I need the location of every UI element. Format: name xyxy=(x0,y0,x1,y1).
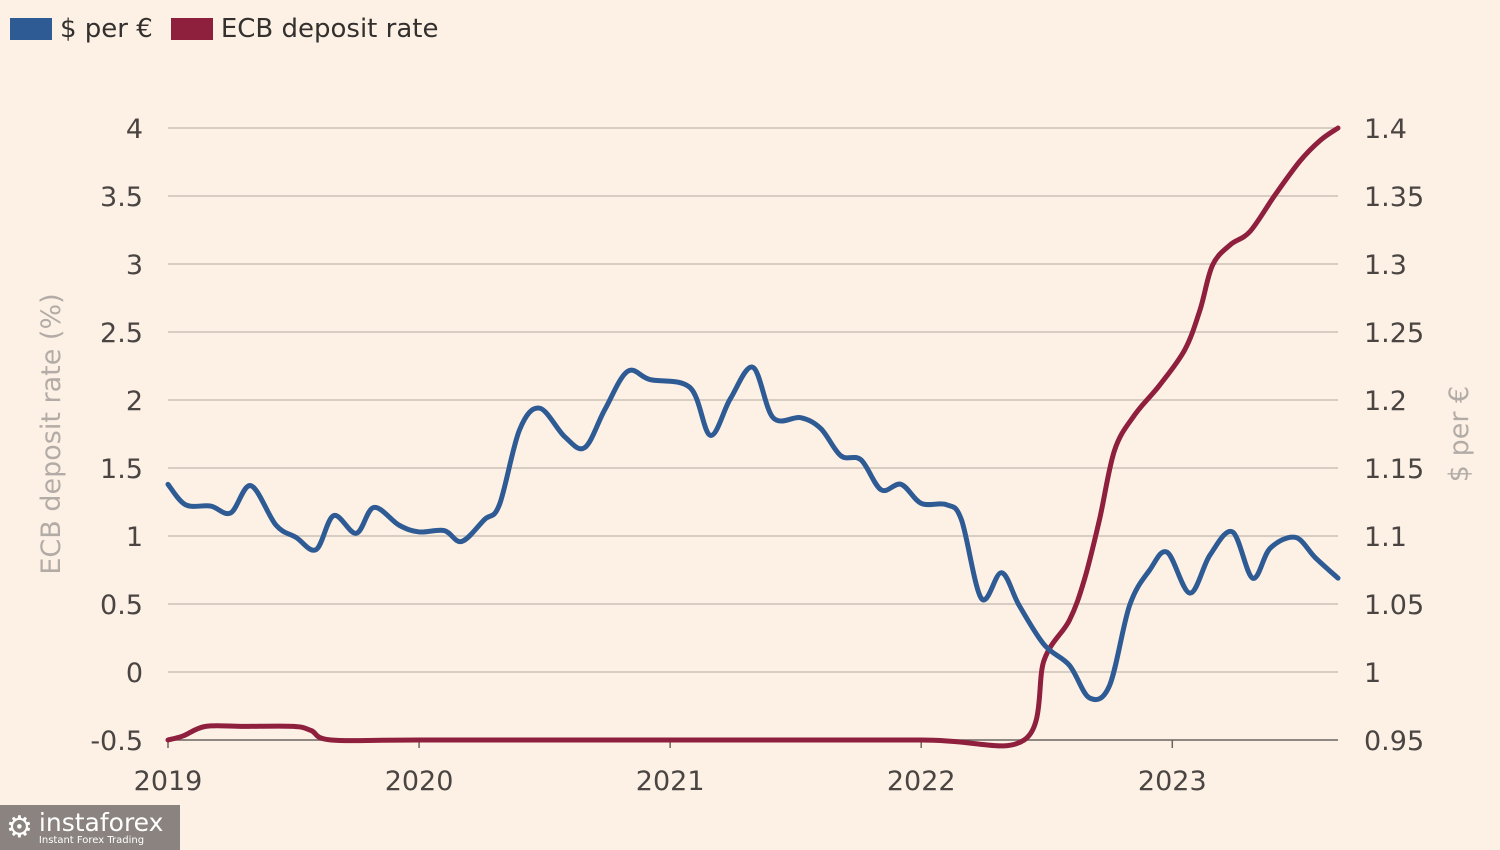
legend-swatch-red xyxy=(170,18,213,40)
y-right-tick-label: 1.25 xyxy=(1364,318,1424,349)
y-left-tick-label: 2 xyxy=(126,386,143,417)
watermark-brand: instaforex xyxy=(38,807,164,837)
legend-swatch-blue xyxy=(10,18,52,40)
series-line-usd-per-eur xyxy=(165,364,1341,703)
y-right-tick-label: 1.1 xyxy=(1364,522,1407,553)
gear-logo-icon: ⚙ xyxy=(6,809,33,845)
x-tick-label: 2019 xyxy=(134,766,203,797)
legend-item-ecb-rate[interactable]: ECB deposit rate xyxy=(170,14,439,44)
y-left-tick-label: 4 xyxy=(126,114,143,145)
y-right-tick-label: 0.95 xyxy=(1364,726,1424,757)
x-tick-label: 2023 xyxy=(1138,766,1207,797)
x-tick-label: 2021 xyxy=(636,766,705,797)
y-left-tick-label: 3 xyxy=(126,250,143,281)
y-right-tick-label: 1.4 xyxy=(1364,114,1407,145)
y-left-tick-label: 0 xyxy=(126,658,143,689)
y-left-tick-label: 1 xyxy=(126,522,143,553)
legend-label: $ per € xyxy=(60,14,153,44)
legend-item-usd-per-eur[interactable]: $ per € xyxy=(10,14,153,44)
y-left-tick-label: 1.5 xyxy=(100,454,143,485)
watermark-tagline: Instant Forex Trading xyxy=(38,834,145,846)
y-right-tick-label: 1.35 xyxy=(1364,182,1424,213)
instaforex-watermark: ⚙ instaforex Instant Forex Trading xyxy=(0,805,180,850)
y-left-tick-label: 0.5 xyxy=(100,590,143,621)
y-right-tick-label: 1.2 xyxy=(1364,386,1407,417)
y-left-tick-label: 2.5 xyxy=(100,318,143,349)
y-right-tick-label: 1.15 xyxy=(1364,454,1424,485)
x-tick-label: 2020 xyxy=(385,766,454,797)
x-tick-label: 2022 xyxy=(887,766,956,797)
y-right-tick-label: 1.05 xyxy=(1364,590,1424,621)
y-right-tick-label: 1 xyxy=(1364,658,1381,689)
legend: $ per € ECB deposit rate xyxy=(10,14,456,44)
y-left-tick-label: -0.5 xyxy=(90,726,143,757)
y-right-axis-title: $ per € xyxy=(1444,386,1475,482)
y-left-tick-label: 3.5 xyxy=(100,182,143,213)
y-left-axis-title: ECB deposit rate (%) xyxy=(36,293,67,574)
legend-label: ECB deposit rate xyxy=(220,14,439,44)
y-right-tick-label: 1.3 xyxy=(1364,250,1407,281)
series-line-ecb-deposit-rate xyxy=(165,125,1341,749)
